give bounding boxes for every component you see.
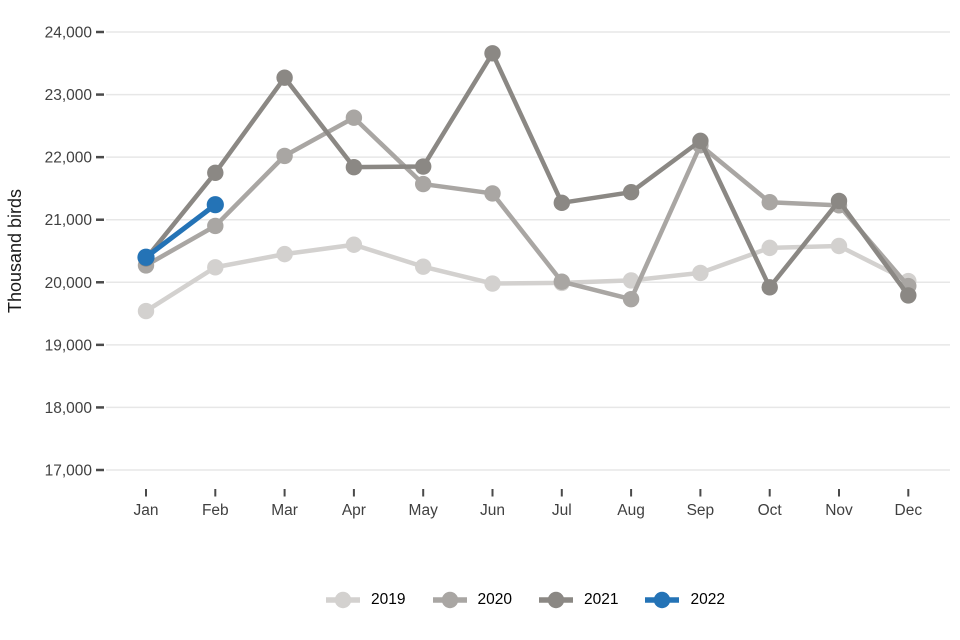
legend-item-2020: 2020 xyxy=(432,590,512,610)
data-point-2021-Dec xyxy=(900,287,917,304)
data-point-2020-Jul xyxy=(553,273,570,290)
y-axis-title: Thousand birds xyxy=(5,189,25,313)
data-point-2019-May xyxy=(415,258,432,275)
data-point-2019-Sep xyxy=(692,264,709,282)
legend-item-2019: 2019 xyxy=(325,590,406,610)
legend-marker-icon xyxy=(645,591,680,609)
data-point-2020-May xyxy=(415,175,432,193)
series-line-2021 xyxy=(143,51,911,298)
x-axis-tick-label: Nov xyxy=(825,502,853,519)
x-axis-tick-label: Jul xyxy=(552,502,572,519)
x-axis-tick-label: Feb xyxy=(202,502,229,519)
data-point-2019-Jan xyxy=(137,302,155,320)
legend-item-2021: 2021 xyxy=(538,590,618,610)
x-axis-tick-label: Aug xyxy=(617,502,645,519)
data-point-2021-Nov xyxy=(830,192,848,210)
series-line-2020 xyxy=(143,115,911,302)
y-axis-tick-label: 23,000 xyxy=(45,87,93,104)
data-point-2020-Apr xyxy=(345,109,363,126)
x-axis-tick-label: Oct xyxy=(758,502,783,519)
series-line-2022 xyxy=(143,202,218,260)
legend-label: 2020 xyxy=(477,591,512,609)
data-point-2020-Feb xyxy=(207,217,224,235)
legend-marker-icon xyxy=(432,591,467,609)
legend-label: 2021 xyxy=(584,591,619,609)
data-point-2022-Jan xyxy=(137,248,155,266)
legend-marker-icon xyxy=(326,591,361,609)
data-point-2020-Jun xyxy=(484,185,501,202)
data-point-2019-Aug xyxy=(622,272,640,289)
data-point-2020-Aug xyxy=(622,290,640,308)
series-line-2019 xyxy=(143,242,911,314)
x-axis-tick-label: Sep xyxy=(687,502,715,519)
data-point-2021-Aug xyxy=(622,183,640,201)
data-point-2019-Feb xyxy=(207,259,224,276)
data-point-2019-Apr xyxy=(345,236,363,253)
chart-canvas: 17,000 18,000 19,000 20,000 21,000 22,000 23,0… xyxy=(5,25,950,519)
y-axis-tick-label: 22,000 xyxy=(45,150,93,167)
data-point-2021-Jun xyxy=(484,45,501,62)
y-axis-tick-label: 24,000 xyxy=(45,25,93,42)
data-point-2020-Oct xyxy=(761,193,778,211)
y-axis-tick-label: 20,000 xyxy=(45,275,93,292)
chart-legend: 2019 2020 2021 2022 xyxy=(0,584,960,616)
y-axis-tick-label: 17,000 xyxy=(45,463,93,480)
x-axis-tick-label: Jan xyxy=(134,502,159,519)
y-axis-tick-label: 21,000 xyxy=(45,212,93,229)
legend-marker-icon xyxy=(539,591,573,609)
x-axis-tick-label: Apr xyxy=(342,502,366,519)
y-axis-tick-label: 19,000 xyxy=(45,337,93,354)
x-axis-tick-label: Jun xyxy=(480,502,505,519)
x-axis-tick-label: May xyxy=(409,502,439,519)
data-point-2019-Oct xyxy=(761,239,778,257)
data-point-2022-Feb xyxy=(206,196,224,214)
data-point-2021-Apr xyxy=(345,158,363,176)
x-axis-tick-label: Mar xyxy=(271,502,298,519)
y-axis-tick-label: 18,000 xyxy=(45,400,93,417)
data-point-2019-Nov xyxy=(830,237,848,255)
data-point-2021-May xyxy=(415,158,432,175)
legend-label: 2019 xyxy=(371,591,406,609)
data-point-2021-Sep xyxy=(692,132,709,150)
data-point-2019-Mar xyxy=(276,245,293,263)
data-point-2020-Mar xyxy=(276,147,293,165)
data-point-2021-Mar xyxy=(276,69,293,86)
data-point-2021-Oct xyxy=(761,279,778,296)
data-point-2021-Feb xyxy=(207,164,224,181)
legend-item-2022: 2022 xyxy=(644,590,725,610)
data-point-2021-Jul xyxy=(553,194,570,212)
legend-label: 2022 xyxy=(690,591,725,609)
data-point-2019-Jun xyxy=(484,275,501,292)
x-axis-tick-label: Dec xyxy=(895,502,923,519)
